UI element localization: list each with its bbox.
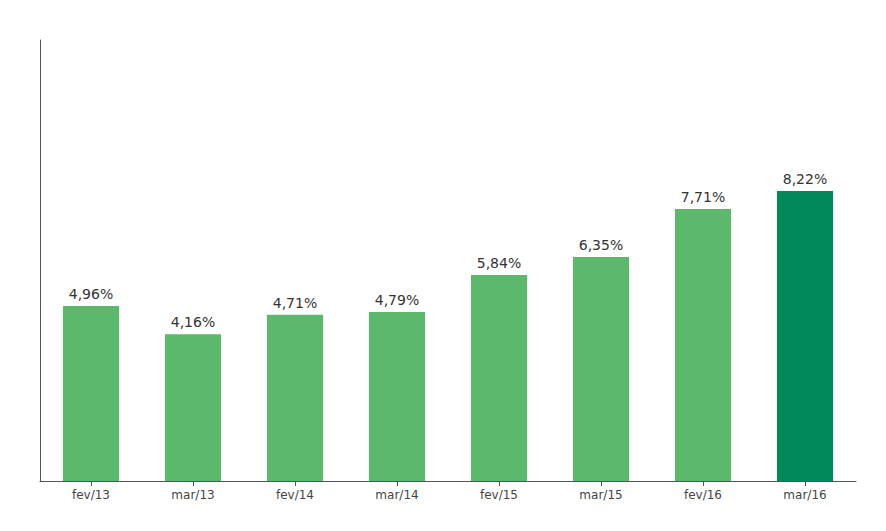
svg-text:5,84%: 5,84% (477, 255, 521, 271)
svg-text:mar/16: mar/16 (783, 488, 826, 502)
svg-text:fev/16: fev/16 (684, 488, 722, 502)
svg-text:4,71%: 4,71% (273, 295, 317, 311)
svg-text:4,79%: 4,79% (375, 292, 419, 308)
svg-text:fev/14: fev/14 (276, 488, 314, 502)
svg-text:mar/15: mar/15 (579, 488, 622, 502)
svg-text:fev/15: fev/15 (480, 488, 518, 502)
svg-text:4,96%: 4,96% (69, 286, 113, 302)
svg-text:4,16%: 4,16% (171, 314, 215, 330)
svg-text:fev/13: fev/13 (72, 488, 110, 502)
svg-text:7,71%: 7,71% (681, 189, 725, 205)
svg-text:mar/14: mar/14 (375, 488, 418, 502)
svg-text:8,22%: 8,22% (783, 171, 827, 187)
svg-text:6,35%: 6,35% (579, 237, 623, 253)
svg-text:mar/13: mar/13 (171, 488, 214, 502)
